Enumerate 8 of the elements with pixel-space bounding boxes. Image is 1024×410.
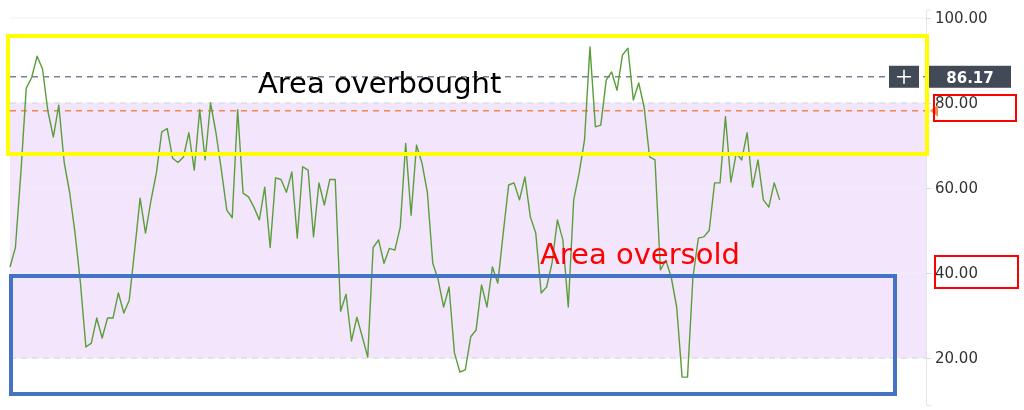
y-tick-label: 40.00 [935, 264, 978, 283]
ref-line-label: 86.17 [946, 68, 994, 87]
y-tick-label: 60.00 [935, 179, 978, 198]
y-tick-label: 100.00 [935, 9, 988, 28]
y-tick-label: 20.00 [935, 349, 978, 368]
y-tick-label: 80.00 [935, 94, 978, 113]
annotation: Area overbought [258, 66, 502, 100]
line-series [9, 46, 781, 378]
